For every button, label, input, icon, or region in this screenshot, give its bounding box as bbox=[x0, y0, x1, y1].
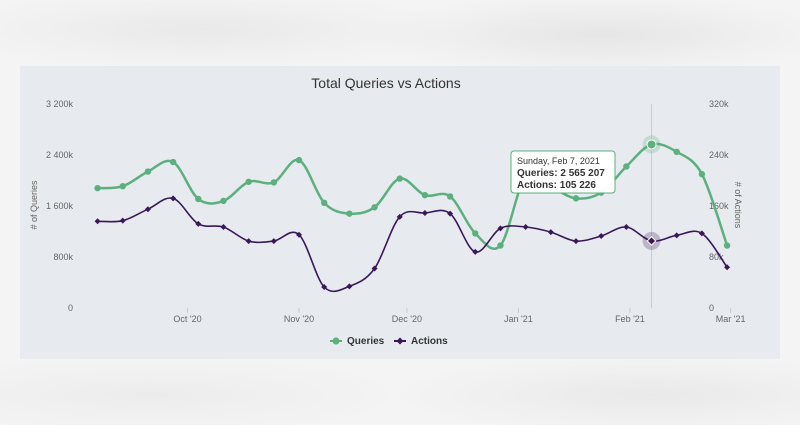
y-left-tick-label: 800k bbox=[53, 252, 73, 262]
y-right-axis-title: # of Actions bbox=[733, 182, 743, 229]
data-point-actions[interactable] bbox=[245, 238, 252, 245]
data-point-queries[interactable] bbox=[295, 156, 303, 164]
legend-item-queries[interactable]: Queries bbox=[330, 336, 385, 347]
data-point-actions[interactable] bbox=[270, 238, 277, 245]
tooltip-date: Sunday, Feb 7, 2021 bbox=[517, 156, 600, 166]
legend-item-actions[interactable]: Actions bbox=[394, 336, 448, 347]
data-point-queries[interactable] bbox=[572, 195, 580, 202]
data-point-queries[interactable] bbox=[698, 170, 706, 178]
data-point-queries[interactable] bbox=[371, 204, 378, 211]
data-point-actions[interactable] bbox=[472, 248, 479, 255]
data-point-actions[interactable] bbox=[646, 236, 657, 246]
data-point-queries[interactable] bbox=[421, 191, 429, 199]
data-point-queries[interactable] bbox=[646, 139, 657, 150]
x-tick-label: Feb '21 bbox=[615, 314, 645, 324]
data-point-actions[interactable] bbox=[724, 264, 731, 271]
data-point-queries[interactable] bbox=[220, 197, 227, 205]
data-point-queries[interactable] bbox=[119, 183, 126, 190]
x-tick-label: Nov '20 bbox=[284, 314, 314, 324]
y-left-axis-title: # of Queries bbox=[29, 180, 39, 230]
y-right-tick-label: 240k bbox=[709, 150, 729, 160]
data-point-actions[interactable] bbox=[220, 224, 227, 231]
data-point-queries[interactable] bbox=[169, 158, 177, 166]
tooltip-queries: Queries: 2 565 207 bbox=[517, 168, 605, 179]
data-point-actions[interactable] bbox=[522, 224, 529, 231]
data-point-queries[interactable] bbox=[245, 178, 252, 185]
y-right-tick-label: 320k bbox=[709, 99, 729, 109]
y-right-tick-label: 80k bbox=[709, 252, 724, 262]
chart-title: Total Queries vs Actions bbox=[311, 75, 460, 91]
data-point-actions[interactable] bbox=[396, 213, 403, 220]
data-point-actions[interactable] bbox=[673, 232, 680, 239]
data-point-actions[interactable] bbox=[346, 283, 353, 290]
data-point-actions[interactable] bbox=[547, 229, 554, 236]
data-point-actions[interactable] bbox=[296, 231, 303, 238]
data-point-queries[interactable] bbox=[270, 179, 278, 186]
data-point-queries[interactable] bbox=[144, 168, 152, 175]
x-tick-label: Mar '21 bbox=[716, 314, 746, 324]
data-point-actions[interactable] bbox=[321, 283, 328, 290]
data-point-actions[interactable] bbox=[421, 210, 428, 217]
data-point-queries[interactable] bbox=[320, 199, 328, 207]
data-point-actions[interactable] bbox=[195, 220, 202, 227]
data-point-queries[interactable] bbox=[472, 230, 479, 237]
data-point-actions[interactable] bbox=[698, 230, 705, 237]
tooltip: Sunday, Feb 7, 2021 Queries: 2 565 207Act… bbox=[510, 150, 616, 194]
data-point-queries[interactable] bbox=[723, 242, 731, 249]
data-point-actions[interactable] bbox=[623, 224, 630, 231]
tooltip-box bbox=[510, 150, 616, 194]
data-point-queries[interactable] bbox=[673, 148, 680, 156]
y-left-tick-label: 2 400k bbox=[46, 150, 74, 160]
data-point-queries[interactable] bbox=[623, 163, 630, 170]
data-point-actions[interactable] bbox=[144, 206, 151, 213]
data-point-actions[interactable] bbox=[119, 217, 126, 224]
y-left-tick-label: 3 200k bbox=[46, 99, 74, 109]
y-left-tick-label: 0 bbox=[68, 303, 73, 313]
data-point-actions[interactable] bbox=[371, 265, 378, 272]
x-tick-label: Dec '20 bbox=[392, 314, 422, 324]
series-line-actions bbox=[97, 197, 728, 293]
chart-panel bbox=[20, 66, 780, 359]
legend: Queries Actions bbox=[330, 336, 448, 347]
data-point-queries[interactable] bbox=[497, 242, 504, 249]
data-point-actions[interactable] bbox=[170, 195, 177, 202]
tooltip-actions: Actions: 105 226 bbox=[517, 180, 596, 191]
data-point-queries[interactable] bbox=[396, 175, 403, 182]
data-point-actions[interactable] bbox=[94, 218, 101, 225]
data-point-queries[interactable] bbox=[446, 193, 454, 200]
y-right-tick-label: 0 bbox=[709, 303, 714, 313]
legend-label-actions: Actions bbox=[411, 336, 448, 347]
data-point-actions[interactable] bbox=[447, 210, 454, 217]
y-right-tick-label: 160k bbox=[709, 201, 729, 211]
legend-label-queries: Queries bbox=[347, 336, 385, 347]
y-left-tick-label: 1 600k bbox=[46, 201, 74, 211]
data-point-actions[interactable] bbox=[497, 225, 504, 232]
data-point-actions[interactable] bbox=[598, 232, 605, 239]
data-point-actions[interactable] bbox=[572, 238, 579, 245]
data-point-queries[interactable] bbox=[195, 195, 202, 203]
data-point-queries[interactable] bbox=[346, 210, 353, 217]
series-line-queries bbox=[97, 142, 729, 250]
x-tick-label: Oct '20 bbox=[173, 314, 201, 324]
data-point-queries[interactable] bbox=[94, 184, 101, 192]
x-tick-label: Jan '21 bbox=[504, 314, 533, 324]
